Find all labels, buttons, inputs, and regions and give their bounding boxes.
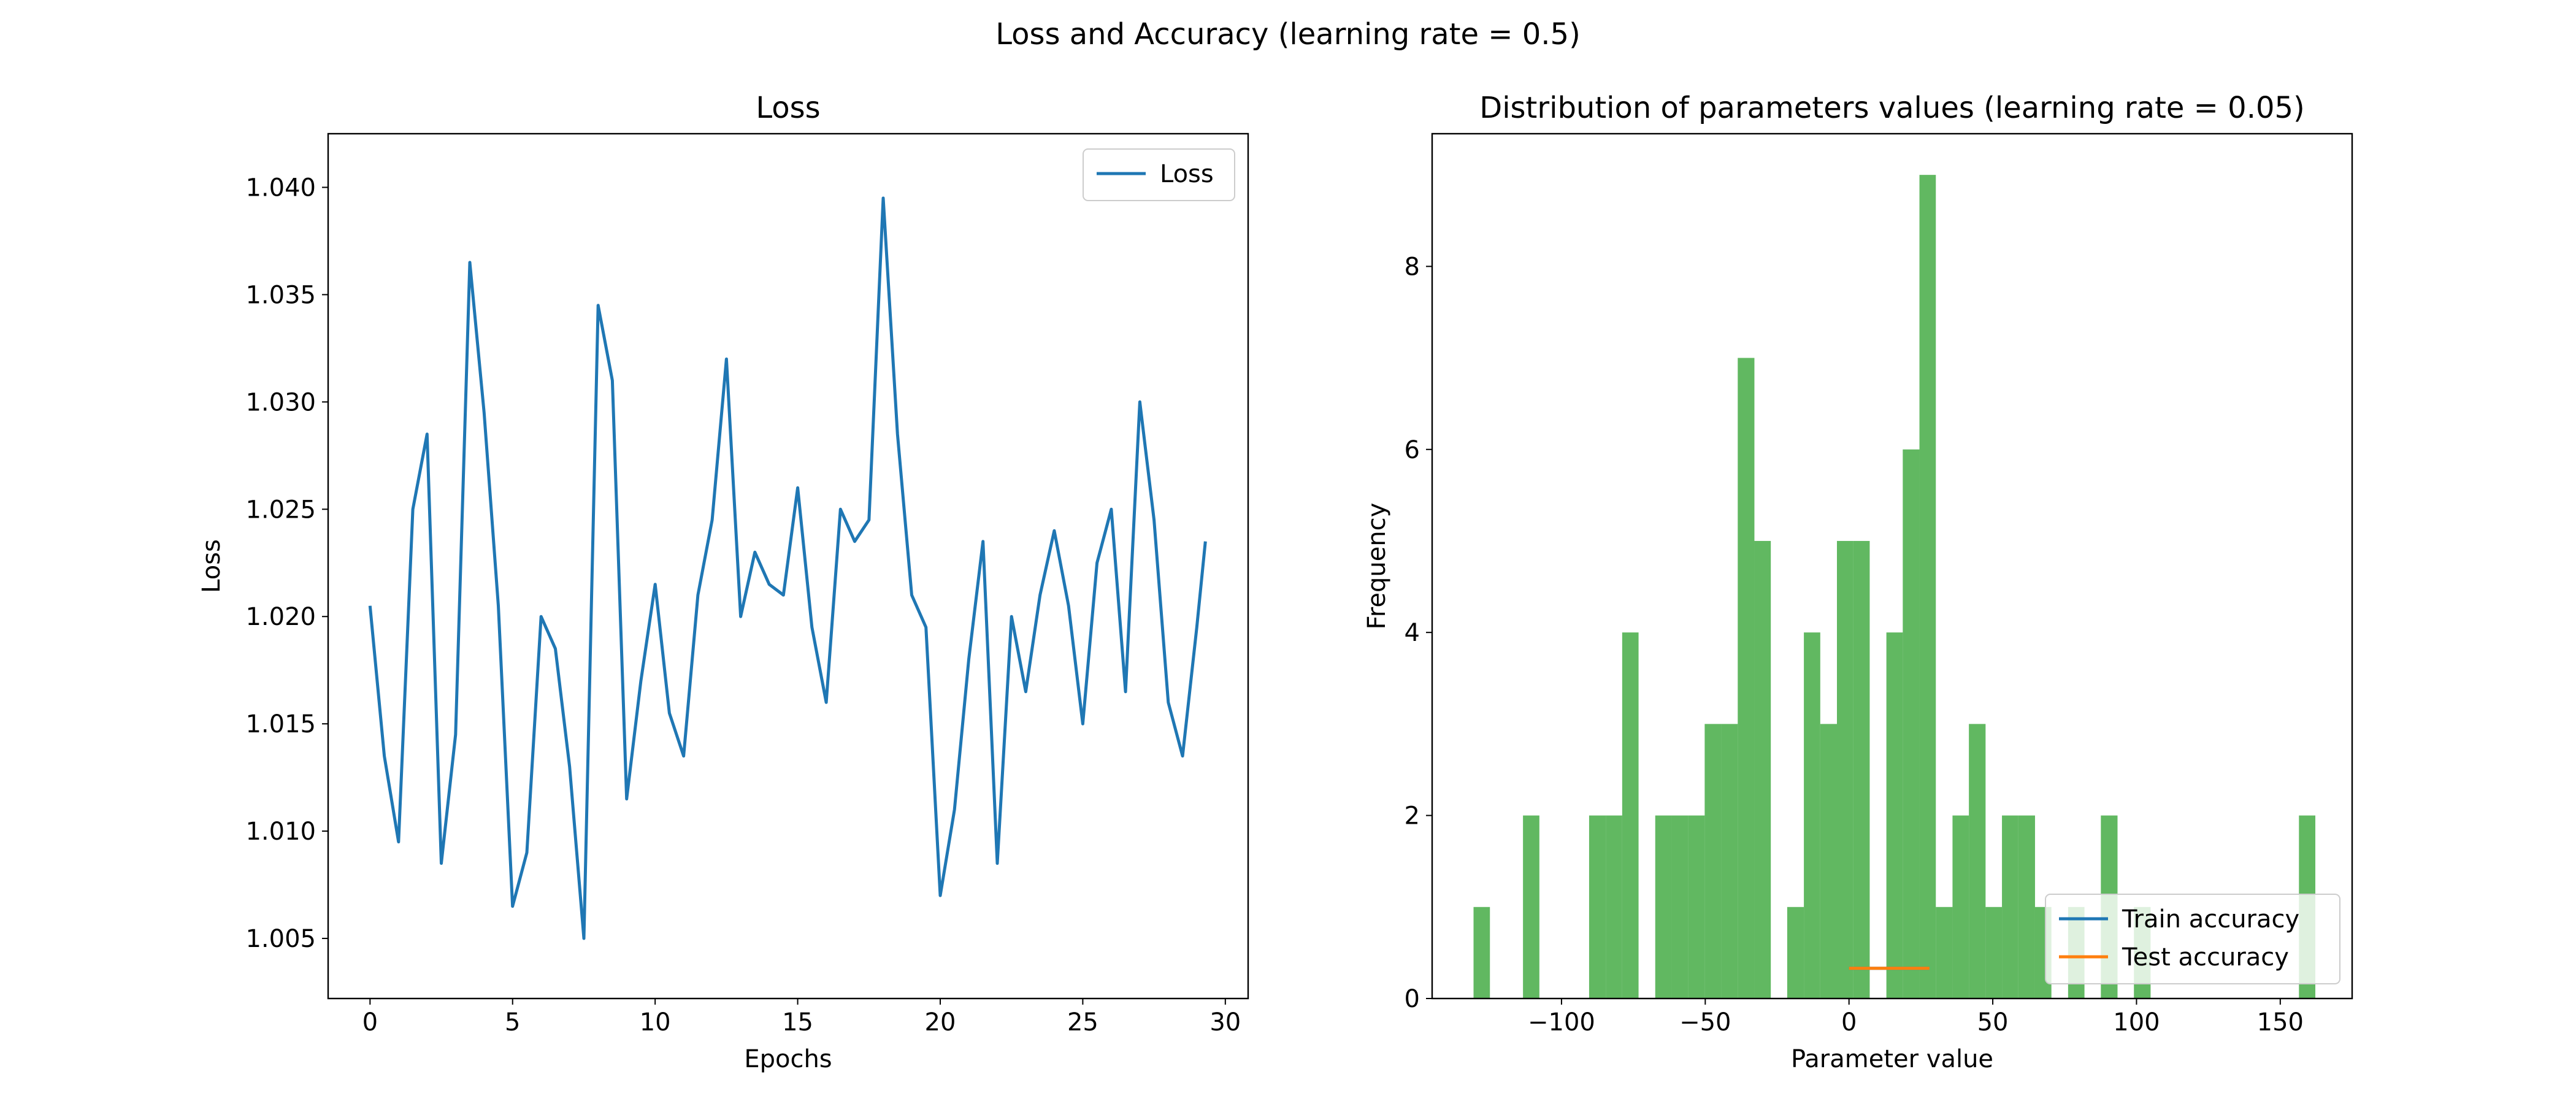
histogram-x-tick-label: 50 (1977, 1008, 2009, 1037)
histogram-legend-box (2045, 894, 2340, 984)
loss-x-tick-label: 5 (505, 1008, 520, 1037)
histogram-bar (1671, 815, 1689, 999)
loss-y-tick-label: 1.020 (245, 603, 316, 631)
histogram-plot-area (1431, 132, 2353, 1000)
histogram-x-ticks: −100 −50 0 50 100 150 (1528, 999, 2304, 1037)
loss-y-tick-label: 1.030 (245, 388, 316, 416)
histogram-bar (1837, 540, 1853, 999)
histogram-bar (1523, 815, 1539, 999)
loss-x-tick-label: 25 (1067, 1008, 1098, 1037)
histogram-y-tick-label: 6 (1405, 436, 1420, 464)
histogram-bar (1606, 815, 1622, 999)
histogram-axes: Distribution of parameters values (learn… (1363, 91, 2353, 1073)
histogram-bar (1473, 907, 1490, 999)
histogram-axes-frame (1431, 132, 2353, 1000)
histogram-y-tick-label: 8 (1405, 253, 1420, 281)
histogram-bar (1804, 632, 1820, 999)
histogram-bar (1952, 815, 1969, 999)
loss-axes: Loss 0 5 10 15 20 25 30 1.0051.0101.0151.0201.… (197, 91, 1249, 1073)
histogram-bar (1853, 540, 1870, 999)
loss-y-tick-label: 1.010 (245, 818, 316, 846)
histogram-y-tick-label: 2 (1405, 802, 1420, 830)
histogram-bar (1589, 815, 1606, 999)
histogram-bar (1738, 358, 1755, 999)
histogram-bar (2002, 815, 2018, 999)
histogram-bar (1969, 724, 1986, 999)
loss-x-tick-label: 20 (925, 1008, 956, 1037)
histogram-bar (1754, 540, 1771, 999)
loss-x-tick-label: 0 (362, 1008, 378, 1037)
loss-x-tick-label: 10 (640, 1008, 671, 1037)
loss-y-tick-label: 1.005 (245, 925, 316, 953)
histogram-x-tick-label: 100 (2113, 1008, 2160, 1037)
loss-x-ticks: 0 5 10 15 20 25 30 (362, 999, 1241, 1037)
histogram-y-tick-label: 4 (1405, 619, 1420, 647)
figure-suptitle: Loss and Accuracy (learning rate = 0.5) (995, 17, 1581, 52)
histogram-bar (1820, 724, 1837, 999)
loss-y-tick-label: 1.025 (245, 496, 316, 524)
histogram-bar (1704, 724, 1722, 999)
loss-x-tick-label: 15 (782, 1008, 813, 1037)
loss-x-axis-label: Epochs (744, 1045, 832, 1073)
histogram-bar (1985, 907, 2003, 999)
histogram-bar (1886, 632, 1903, 999)
histogram-bar (1721, 724, 1738, 999)
histogram-bar (1688, 815, 1705, 999)
histogram-y-tick-label: 0 (1405, 985, 1420, 1013)
loss-y-tick-label: 1.015 (245, 710, 316, 738)
loss-series-line (368, 196, 1207, 940)
histogram-bar (1622, 632, 1639, 999)
loss-axes-title: Loss (756, 91, 820, 125)
histogram-bar (1787, 907, 1804, 999)
histogram-x-tick-label: −100 (1528, 1008, 1595, 1037)
histogram-axes-title: Distribution of parameters values (learn… (1479, 91, 2305, 125)
loss-axes-frame (327, 132, 1249, 1000)
loss-plot-area (327, 132, 1249, 1000)
histogram-bar (1936, 907, 1953, 999)
loss-y-tick-label: 1.040 (245, 174, 316, 202)
histogram-x-axis-label: Parameter value (1791, 1045, 1993, 1073)
histogram-legend: Train accuracy Test accuracy (2045, 894, 2340, 984)
loss-x-tick-label: 30 (1209, 1008, 1241, 1037)
histogram-bar (1903, 449, 1920, 999)
histogram-bar (2018, 815, 2035, 999)
loss-legend: Loss (1083, 148, 1235, 201)
histogram-bar (1919, 175, 1936, 999)
histogram-legend-label: Train accuracy (2122, 905, 2299, 933)
loss-legend-box (1083, 148, 1235, 201)
histogram-x-tick-label: 150 (2257, 1008, 2304, 1037)
histogram-legend-label: Test accuracy (2122, 943, 2289, 972)
histogram-y-axis-label: Frequency (1363, 503, 1391, 630)
histogram-x-tick-label: −50 (1679, 1008, 1731, 1037)
histogram-x-tick-label: 0 (1841, 1008, 1857, 1037)
loss-y-ticks: 1.005 1.010 1.015 1.020 1.025 1.030 1.035 1.040 (245, 174, 328, 953)
histogram-bar (1655, 815, 1672, 999)
loss-y-tick-label: 1.035 (245, 281, 316, 309)
loss-legend-label: Loss (1160, 160, 1214, 188)
loss-y-axis-label: Loss (197, 539, 226, 593)
histogram-y-ticks: 0 2 4 6 8 (1405, 253, 1432, 1013)
